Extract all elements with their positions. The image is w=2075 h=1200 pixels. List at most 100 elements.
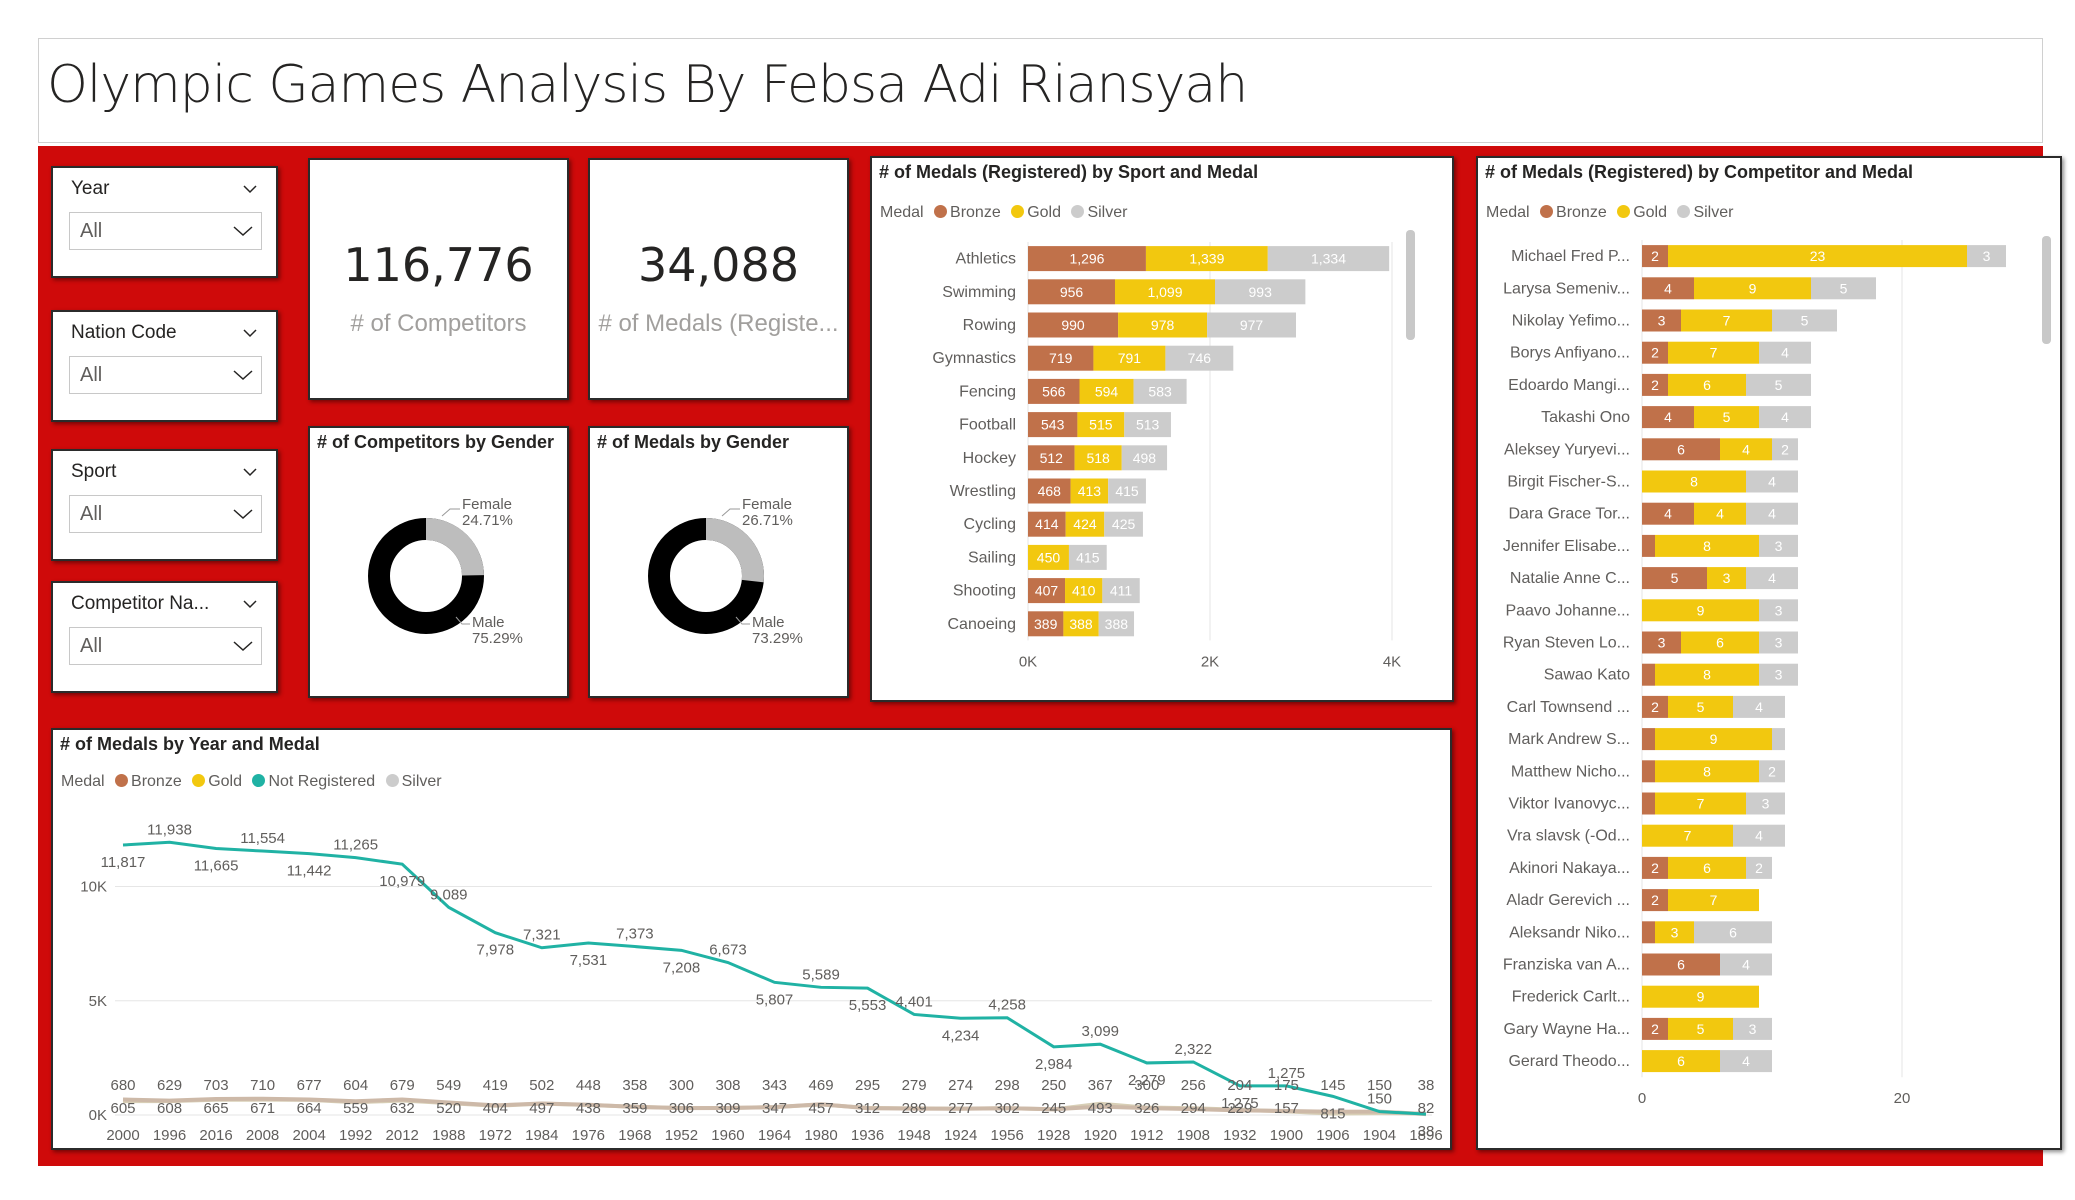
sport-slicer[interactable]: Sport All — [51, 449, 278, 561]
legend-item-silver[interactable]: Silver — [1071, 204, 1127, 222]
sport-dropdown[interactable]: All — [69, 495, 262, 533]
bar-segment-silver — [1967, 245, 2006, 268]
data-label: 8 — [1703, 538, 1711, 554]
category-label: Carl Townsend ... — [1507, 699, 1630, 716]
chevron-down-icon[interactable] — [242, 181, 258, 197]
data-label: 11,938 — [147, 821, 192, 838]
x-tick-label: 1984 — [525, 1127, 558, 1144]
legend-item-not-registered[interactable]: Not Registered — [252, 773, 375, 791]
data-label: 3 — [1775, 667, 1783, 683]
bar-segment-bronze — [1642, 889, 1668, 912]
data-label: 404 — [483, 1100, 508, 1117]
data-label: 5 — [1723, 409, 1731, 425]
category-label: Rowing — [963, 317, 1016, 334]
bar-segment-bronze — [1028, 378, 1080, 404]
x-tick-label: 1928 — [1037, 1127, 1070, 1144]
bar-segment-bronze — [1642, 760, 1655, 783]
data-label: 543 — [1041, 417, 1065, 433]
year-dropdown[interactable]: All — [69, 212, 262, 250]
x-tick-label: 1972 — [479, 1127, 512, 1144]
data-label: 204 — [1227, 1077, 1252, 1094]
bar-segment-gold — [1642, 985, 1759, 1008]
bar-segment-bronze — [1642, 921, 1655, 944]
legend-item-gold[interactable]: Gold — [192, 773, 242, 791]
legend-item-silver[interactable]: Silver — [385, 773, 442, 791]
medals-gender-card[interactable]: # of Medals by Gender Female 26.71% Male 73… — [588, 426, 849, 698]
medals-by-sport-card[interactable]: # of Medals (Registered) by Sport and Me… — [870, 156, 1454, 702]
competitor-name-slicer[interactable]: Competitor Na... All — [51, 581, 278, 693]
legend-dot — [1071, 205, 1085, 218]
data-label: 5 — [1840, 280, 1848, 296]
legend-item-gold[interactable]: Gold — [1617, 204, 1667, 222]
dropdown-arrow-icon[interactable] — [233, 223, 253, 239]
x-tick-label: 1964 — [758, 1127, 791, 1144]
category-label: Frederick Carlt... — [1512, 989, 1630, 1006]
category-label: Larysa Semeniv... — [1503, 280, 1630, 297]
data-label: 10,979 — [379, 873, 425, 890]
x-tick-label: 1976 — [572, 1127, 605, 1144]
legend-item-gold[interactable]: Gold — [1011, 204, 1061, 222]
nation-code-slicer[interactable]: Nation Code All — [51, 310, 278, 422]
legend-item-bronze[interactable]: Bronze — [1540, 204, 1607, 222]
dropdown-arrow-icon[interactable] — [233, 506, 253, 522]
category-label: Sailing — [968, 549, 1016, 566]
data-label: 2 — [1651, 377, 1659, 393]
data-label: 4 — [1742, 1053, 1750, 1069]
data-label: 512 — [1040, 450, 1064, 466]
data-label: 7,373 — [616, 926, 654, 943]
data-label: 3 — [1658, 313, 1666, 329]
data-label: 2,322 — [1175, 1041, 1213, 1058]
data-label: 502 — [529, 1077, 554, 1094]
sport-bar-chart[interactable]: 0K 2K 4K Athletics 1,296 1,339 1,334 Swimming 95… — [872, 230, 1452, 700]
data-label: 277 — [948, 1100, 973, 1117]
year-line-chart[interactable]: 0K 5K 10K 2000 1996 2016 2008 2004 1992 2012 1988 1… — [53, 798, 1450, 1148]
category-label: Aleksey Yuryevi... — [1504, 441, 1630, 458]
bar-segment-bronze — [1642, 856, 1668, 879]
bar-segment-silver — [1759, 760, 1785, 783]
bar-segment-bronze — [1642, 695, 1668, 718]
medals-by-year-card[interactable]: # of Medals by Year and Medal Medal Bron… — [51, 728, 1452, 1150]
bar-segment-gold — [1668, 1017, 1733, 1040]
medals-by-competitor-card[interactable]: # of Medals (Registered) by Competitor a… — [1476, 156, 2062, 1150]
data-label: 1,339 — [1189, 251, 1224, 267]
legend-item-silver[interactable]: Silver — [1677, 204, 1733, 222]
data-label: 791 — [1118, 350, 1142, 366]
bar-segment-silver — [1759, 341, 1811, 364]
year-slicer[interactable]: Year All — [51, 166, 278, 278]
bar-segment-bronze — [1642, 728, 1655, 751]
chevron-down-icon[interactable] — [242, 596, 258, 612]
data-label: 4 — [1768, 506, 1776, 522]
chevron-down-icon[interactable] — [242, 464, 258, 480]
legend-item-bronze[interactable]: Bronze — [934, 204, 1001, 222]
data-label: 38 — [1418, 1077, 1435, 1094]
dropdown-arrow-icon[interactable] — [233, 367, 253, 383]
chevron-down-icon[interactable] — [242, 325, 258, 341]
legend-item-bronze[interactable]: Bronze — [115, 773, 182, 791]
dropdown-arrow-icon[interactable] — [233, 638, 253, 654]
category-label: Edoardo Mangi... — [1508, 377, 1630, 394]
bar-segment-gold — [1118, 312, 1208, 338]
slice-value: 75.29% — [472, 630, 523, 647]
competitors-gender-card[interactable]: # of Competitors by Gender Female 24.71% M… — [308, 426, 569, 698]
bar-segment-gold — [1694, 406, 1759, 429]
slicer-value: All — [80, 635, 103, 657]
data-label: 993 — [1249, 284, 1273, 300]
legend-dot — [1540, 205, 1554, 218]
nation-code-dropdown[interactable]: All — [69, 356, 262, 394]
competitor-name-dropdown[interactable]: All — [69, 627, 262, 665]
bar-segment-bronze — [1028, 511, 1066, 537]
data-label: 424 — [1073, 516, 1097, 532]
x-tick-label: 1904 — [1363, 1127, 1396, 1144]
legend-label: Gold — [1633, 204, 1667, 221]
legend-dot — [192, 774, 206, 787]
data-label: 3 — [1749, 1021, 1757, 1037]
bar-segment-gold — [1093, 345, 1166, 371]
data-label: 2 — [1651, 892, 1659, 908]
data-label: 4 — [1781, 345, 1789, 361]
data-label: 3 — [1658, 635, 1666, 651]
data-label: 298 — [995, 1077, 1020, 1094]
data-label: 245 — [1041, 1100, 1066, 1117]
